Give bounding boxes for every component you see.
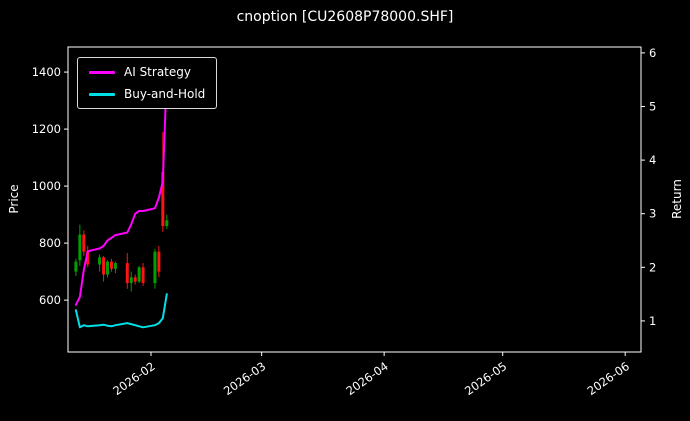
svg-text:4: 4	[649, 153, 656, 167]
svg-text:800: 800	[39, 236, 61, 250]
svg-text:2026-05: 2026-05	[462, 359, 509, 398]
svg-text:3: 3	[649, 207, 656, 221]
legend-label-ai-strategy: AI Strategy	[124, 65, 191, 79]
svg-text:1400: 1400	[32, 65, 61, 79]
legend: AI Strategy Buy-and-Hold	[77, 57, 218, 109]
legend-label-buy-and-hold: Buy-and-Hold	[124, 87, 206, 101]
svg-text:1000: 1000	[32, 179, 61, 193]
svg-text:6: 6	[649, 46, 656, 60]
line-ai-strategy	[74, 73, 168, 306]
svg-text:2026-02: 2026-02	[110, 359, 157, 398]
chart-title: cnoption [CU2608P78000.SHF]	[236, 9, 454, 25]
svg-text:600: 600	[39, 293, 61, 307]
price-axis-ticks: 600 800 1000 1200 1400	[32, 65, 68, 307]
svg-text:2026-06: 2026-06	[585, 359, 632, 398]
svg-text:2: 2	[649, 260, 656, 274]
date-axis-ticks: 2026-02 2026-03 2026-04 2026-05 2026-06	[110, 352, 632, 398]
line-buy-and-hold	[74, 293, 168, 329]
svg-text:2026-03: 2026-03	[221, 359, 268, 398]
buy-and-hold-line-icon	[89, 92, 115, 96]
svg-text:1200: 1200	[32, 122, 61, 136]
svg-text:5: 5	[649, 99, 656, 113]
svg-text:1: 1	[649, 314, 656, 328]
legend-entry-ai-strategy: AI Strategy	[89, 65, 205, 79]
axes-frame	[67, 46, 642, 353]
svg-text:2026-04: 2026-04	[343, 359, 390, 398]
return-axis-ticks: 1 2 3 4 5 6	[641, 46, 656, 328]
ai-strategy-line-icon	[89, 70, 115, 74]
candles-layer	[74, 131, 169, 292]
legend-entry-buy-and-hold: Buy-and-Hold	[89, 87, 205, 101]
